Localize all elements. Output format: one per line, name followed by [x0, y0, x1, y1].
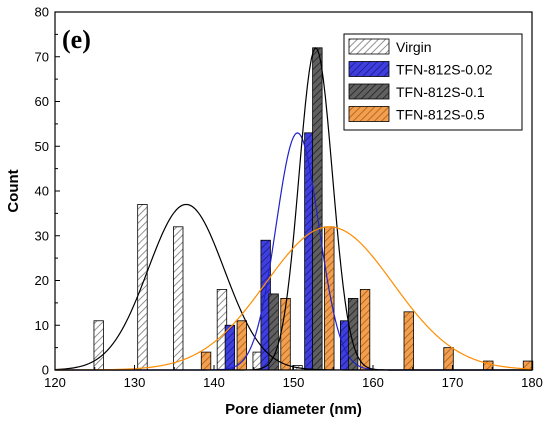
- bar-tfn-812s-0-5-0: [200, 351, 212, 371]
- legend-entry-label: TFN-812S-0.02: [396, 62, 493, 78]
- y-tick-label: 30: [35, 228, 49, 243]
- bar-tfn-812s-0-1-2: [347, 297, 359, 371]
- panel-label: (e): [62, 25, 91, 54]
- x-axis-title: Pore diameter (nm): [225, 401, 362, 418]
- bar-virgin-1: [137, 204, 148, 371]
- x-tick-label: 120: [44, 375, 66, 390]
- bars-layer: [93, 47, 534, 371]
- y-tick-label: 20: [35, 273, 49, 288]
- x-tick-label: 150: [283, 375, 305, 390]
- legend-entry-label: TFN-812S-0.5: [396, 107, 485, 123]
- x-tick-label: 180: [521, 375, 543, 390]
- x-tick-label: 140: [203, 375, 225, 390]
- bar-virgin-0: [93, 320, 104, 371]
- bar-tfn-812s-0-5-3: [324, 226, 335, 371]
- legend-swatch: [348, 83, 390, 100]
- legend-swatch: [348, 38, 390, 55]
- bar-tfn-812s-0-1-1: [312, 47, 323, 371]
- fit-curve-tfn-812s-0-02: [55, 132, 532, 371]
- y-tick-label: 80: [35, 5, 49, 20]
- legend: Virgin TFN-812S-0.02 TFN-812S-0.1 TFN-812S-…: [343, 33, 523, 131]
- fit-curve-tfn-812s-0-5: [55, 226, 533, 371]
- y-tick-label: 60: [35, 94, 49, 109]
- y-tick-label: 0: [42, 363, 49, 378]
- legend-entry-label: TFN-812S-0.1: [396, 84, 485, 100]
- x-tick-label: 160: [362, 375, 384, 390]
- bar-tfn-812s-0-5-5: [403, 311, 414, 371]
- y-tick-label: 40: [35, 184, 49, 199]
- y-tick-label: 70: [35, 49, 49, 64]
- legend-swatch: [348, 61, 390, 77]
- y-tick-label: 50: [35, 139, 49, 154]
- bar-tfn-812s-0-5-1: [236, 320, 247, 371]
- legend-swatch: [348, 106, 390, 122]
- bar-virgin-2: [173, 226, 184, 371]
- y-tick-label: 10: [35, 318, 49, 333]
- x-tick-label: 130: [124, 375, 146, 390]
- fit-curve-virgin: [54, 203, 532, 371]
- axes-layer: 120 130 140 150 160 170 180 0 10 20 30 40 50 60 70 80: [35, 5, 543, 391]
- bar-tfn-812s-0-5-6: [443, 347, 454, 371]
- bar-tfn-812s-0-5-4: [359, 289, 371, 371]
- y-axis-title: Count: [5, 169, 22, 212]
- legend-entry-label: Virgin: [396, 39, 432, 55]
- x-tick-label: 170: [442, 375, 464, 390]
